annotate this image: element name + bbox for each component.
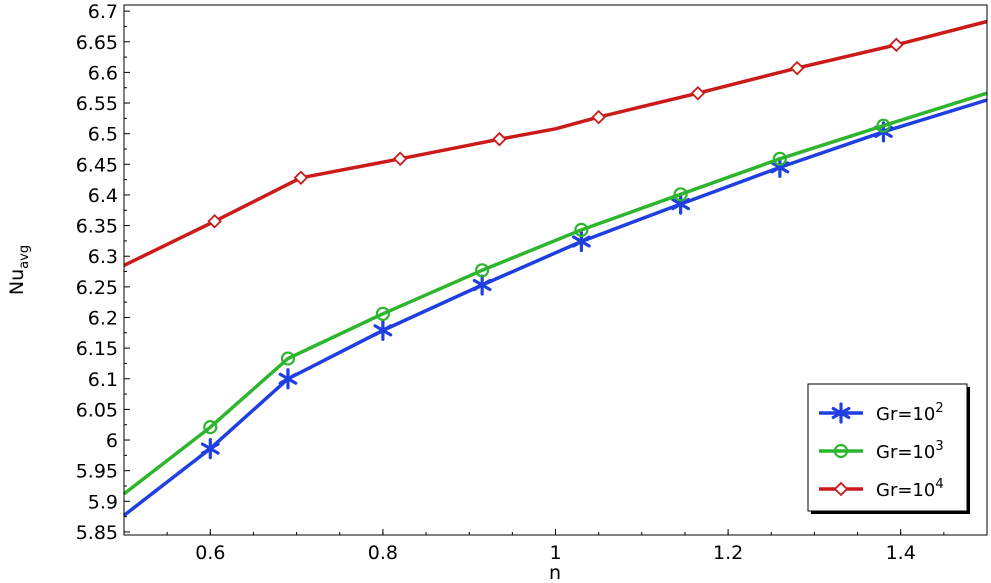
series-layer: [122, 19, 988, 517]
legend-label-exponent: 3: [935, 439, 943, 454]
y-tick-label: 6.65: [76, 32, 118, 54]
x-tick-label: 1: [549, 542, 561, 564]
legend-label-exponent: 4: [935, 477, 943, 492]
x-tick-label: 0.6: [195, 542, 225, 564]
data-point: [392, 151, 408, 167]
legend-label-main: Gr=10: [876, 442, 935, 463]
y-axis-ticks: 5.85 5.9 5.95 6 6.05 6.1 6.15 6.2 6.25 6.3 6.35 6.4…: [76, 1, 130, 544]
y-tick-label: 6.6: [88, 62, 118, 84]
legend-item: Gr=104: [819, 477, 944, 501]
x-tick-label: 0.8: [368, 542, 398, 564]
legend-label-main: Gr=10: [876, 404, 935, 425]
y-tick-label: 5.9: [88, 491, 118, 513]
data-point: [280, 351, 296, 366]
legend-swatch-marker: [833, 443, 849, 459]
series-line: [122, 91, 988, 496]
series-3: [123, 19, 988, 267]
data-point: [293, 170, 309, 186]
y-tick-label: 6.5: [88, 124, 118, 146]
legend-label: Gr=102: [876, 401, 944, 425]
y-tick-label: 6.05: [76, 399, 118, 421]
legend-item: Gr=103: [819, 439, 944, 463]
y-tick-label: 6.1: [88, 369, 118, 391]
y-tick-label: 6.15: [76, 338, 118, 360]
series-line: [122, 98, 988, 517]
y-tick-label: 6.7: [88, 1, 118, 23]
y-tick-label: 6.35: [76, 216, 118, 238]
legend-label-main: Gr=10: [876, 480, 935, 501]
series-1: [122, 98, 988, 517]
x-tick-label: 1.2: [713, 542, 743, 564]
x-axis-ticks: 0.6 0.8 1 1.2 1.4: [123, 529, 988, 564]
data-point: [207, 214, 222, 229]
legend-swatch-marker: [831, 402, 851, 424]
data-point: [203, 420, 218, 435]
legend-label-exponent: 2: [935, 401, 943, 416]
data-point: [772, 151, 787, 166]
data-point: [200, 438, 220, 460]
data-point: [373, 319, 393, 341]
data-point: [278, 368, 298, 390]
data-point: [671, 193, 691, 215]
data-point: [770, 156, 790, 178]
y-tick-label: 5.95: [76, 461, 118, 483]
data-point: [472, 274, 492, 296]
legend-label: Gr=104: [876, 477, 944, 501]
y-tick-label: 6.4: [88, 185, 118, 207]
y-tick-label: 6.3: [88, 246, 118, 268]
y-tick-label: 5.85: [76, 522, 118, 544]
data-point: [574, 222, 589, 237]
data-point: [475, 263, 490, 278]
y-axis-label-main: Nu: [6, 269, 28, 295]
x-tick-label: 1.4: [886, 542, 916, 564]
data-point: [690, 85, 706, 101]
series-2: [122, 91, 988, 496]
legend-label: Gr=103: [876, 439, 944, 463]
data-point: [789, 60, 805, 76]
y-axis-label: Nuavg: [6, 245, 32, 295]
legend-item: Gr=102: [819, 401, 944, 425]
legend-swatch-marker: [833, 481, 849, 497]
data-point: [673, 187, 688, 202]
y-tick-label: 6.55: [76, 93, 118, 115]
series-line: [123, 19, 988, 267]
data-point: [889, 37, 904, 53]
data-point: [492, 131, 507, 147]
y-axis-label-sub: avg: [17, 245, 32, 269]
y-tick-label: 6.2: [88, 307, 118, 329]
data-point: [876, 118, 891, 133]
y-tick-label: 6.45: [76, 154, 118, 176]
y-tick-label: 6.25: [76, 277, 118, 299]
data-point: [591, 109, 606, 125]
x-axis-label: n: [549, 562, 561, 583]
y-tick-label: 6: [106, 430, 118, 452]
data-point: [375, 306, 390, 321]
